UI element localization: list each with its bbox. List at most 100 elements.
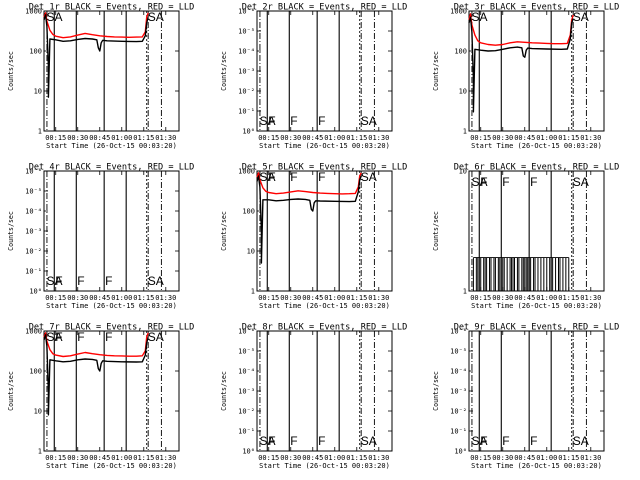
x-tick-label: 01:15 <box>558 134 579 142</box>
x-tick-label: 00:30 <box>492 134 513 142</box>
panel-7: Det 7r BLACK = Events, RED = LLD 1 10 100 10… <box>7 323 194 471</box>
y-tick-label: 10⁻⁶ <box>238 328 255 336</box>
lld-rate-line <box>43 12 149 39</box>
panel-3: Det 3r BLACK = Events, RED = LLD 1 10 100 10… <box>432 3 619 151</box>
y-tick-label: 10 <box>34 408 42 416</box>
events-rate-line <box>43 334 149 416</box>
flag-label: F <box>318 170 325 184</box>
y-tick-label: 10⁻⁶ <box>450 328 467 336</box>
y-tick-label: 1 <box>463 128 467 136</box>
x-tick-label: 01:15 <box>558 294 579 302</box>
y-tick-label: 10 <box>459 88 467 96</box>
flag-label: SA <box>361 434 377 448</box>
y-tick-label: 10⁻¹ <box>238 428 255 436</box>
y-tick-label: 10⁰ <box>29 288 42 296</box>
y-tick-label: 10⁻² <box>450 408 467 416</box>
panel-4: Det 4r BLACK = Events, RED = LLD 10⁰ 10⁻¹ 1… <box>7 163 194 311</box>
x-tick-label: 00:30 <box>492 454 513 462</box>
y-tick-label: 10⁻³ <box>450 388 467 396</box>
x-tick-label: 01:30 <box>155 134 176 142</box>
y-tick-label: 10⁻⁴ <box>238 368 255 376</box>
flag-label: F <box>480 434 487 448</box>
x-axis-label: Start Time (26-Oct-15 00:03:20) <box>46 142 177 150</box>
x-tick-label: 00:45 <box>514 134 535 142</box>
flag-label: SA <box>471 175 487 189</box>
x-axis-label: Start Time (26-Oct-15 00:03:20) <box>471 462 602 470</box>
flag-label: SA <box>148 330 164 344</box>
flag-label: F <box>105 274 112 288</box>
y-tick-label: 10⁻⁶ <box>25 168 42 176</box>
flag-label: F <box>268 114 275 128</box>
x-tick-label: 00:30 <box>280 134 301 142</box>
panel-title: Det 5r BLACK = Events, RED = LLD <box>242 163 408 173</box>
x-tick-label: 00:15 <box>258 454 279 462</box>
y-tick-label: 1000 <box>450 8 467 16</box>
flag-label: F <box>77 330 84 344</box>
flag-label: F <box>105 330 112 344</box>
y-tick-label: 100 <box>29 48 42 56</box>
y-tick-label: 10⁰ <box>454 448 467 456</box>
panel-title: Det 3r BLACK = Events, RED = LLD <box>454 3 620 13</box>
panel-8: Det 8r BLACK = Events, RED = LLD 10⁰ 10⁻¹ 1… <box>220 323 407 471</box>
flag-label: SA <box>471 434 487 448</box>
flag-label: SA <box>573 10 589 24</box>
y-axis-label: Counts/sec <box>7 371 15 411</box>
y-tick-label: 10 <box>459 168 467 176</box>
x-tick-label: 01:00 <box>536 294 557 302</box>
y-tick-label: 10⁰ <box>242 448 255 456</box>
flag-label: F <box>502 175 509 189</box>
x-axis-label: Start Time (26-Oct-15 00:03:20) <box>46 462 177 470</box>
flag-label: SA <box>148 10 164 24</box>
x-tick-label: 00:45 <box>89 134 110 142</box>
y-tick-label: 10⁻³ <box>238 388 255 396</box>
flag-label: SA <box>573 175 589 189</box>
x-tick-label: 01:00 <box>111 294 132 302</box>
x-tick-label: 00:30 <box>67 294 88 302</box>
x-tick-label: 01:30 <box>580 294 601 302</box>
plot-frame <box>256 10 393 132</box>
plot-frame <box>43 330 180 452</box>
y-axis-label: Counts/sec <box>432 371 440 411</box>
y-tick-label: 10⁻³ <box>25 228 42 236</box>
flag-label: SA <box>361 170 377 184</box>
panel-title: Det 6r BLACK = Events, RED = LLD <box>454 163 620 173</box>
y-tick-label: 10⁻⁴ <box>450 368 467 376</box>
flag-label: F <box>268 170 275 184</box>
x-tick-label: 01:00 <box>324 134 345 142</box>
y-axis-label: Counts/sec <box>7 211 15 251</box>
y-tick-label: 10⁻² <box>238 88 255 96</box>
plot-frame <box>256 330 393 452</box>
y-axis-label: Counts/sec <box>432 51 440 91</box>
x-tick-label: 00:45 <box>89 454 110 462</box>
panel-1: Det 1r BLACK = Events, RED = LLD 1 10 100 10… <box>7 3 194 151</box>
panel-9: Det 9r BLACK = Events, RED = LLD 10⁰ 10⁻¹ 1… <box>432 323 619 471</box>
flag-label: SA <box>259 114 275 128</box>
plot-frame <box>468 170 605 292</box>
x-tick-label: 00:15 <box>258 134 279 142</box>
x-tick-label: 00:45 <box>89 294 110 302</box>
x-axis-label: Start Time (26-Oct-15 00:03:20) <box>259 302 390 310</box>
y-tick-label: 10⁻⁵ <box>25 188 42 196</box>
panel-title: Det 8r BLACK = Events, RED = LLD <box>242 323 408 333</box>
panel-title: Det 2r BLACK = Events, RED = LLD <box>242 3 408 13</box>
x-tick-label: 01:30 <box>368 134 389 142</box>
y-tick-label: 100 <box>454 48 467 56</box>
flag-label: SA <box>471 10 487 24</box>
panel-title: Det 1r BLACK = Events, RED = LLD <box>29 3 195 13</box>
x-tick-label: 00:15 <box>470 294 491 302</box>
y-tick-label: 10⁻¹ <box>450 428 467 436</box>
y-tick-label: 10 <box>34 88 42 96</box>
flag-label: F <box>55 274 62 288</box>
flag-label: SA <box>361 114 377 128</box>
y-tick-label: 1 <box>463 288 467 296</box>
x-tick-label: 00:30 <box>67 134 88 142</box>
y-tick-label: 10⁻⁵ <box>450 348 467 356</box>
x-tick-label: 00:45 <box>302 294 323 302</box>
plot-frame <box>468 330 605 452</box>
x-axis-label: Start Time (26-Oct-15 00:03:20) <box>471 142 602 150</box>
flag-label: F <box>530 434 537 448</box>
y-tick-label: 1000 <box>238 168 255 176</box>
y-tick-label: 100 <box>29 368 42 376</box>
plot-frame <box>256 170 393 292</box>
